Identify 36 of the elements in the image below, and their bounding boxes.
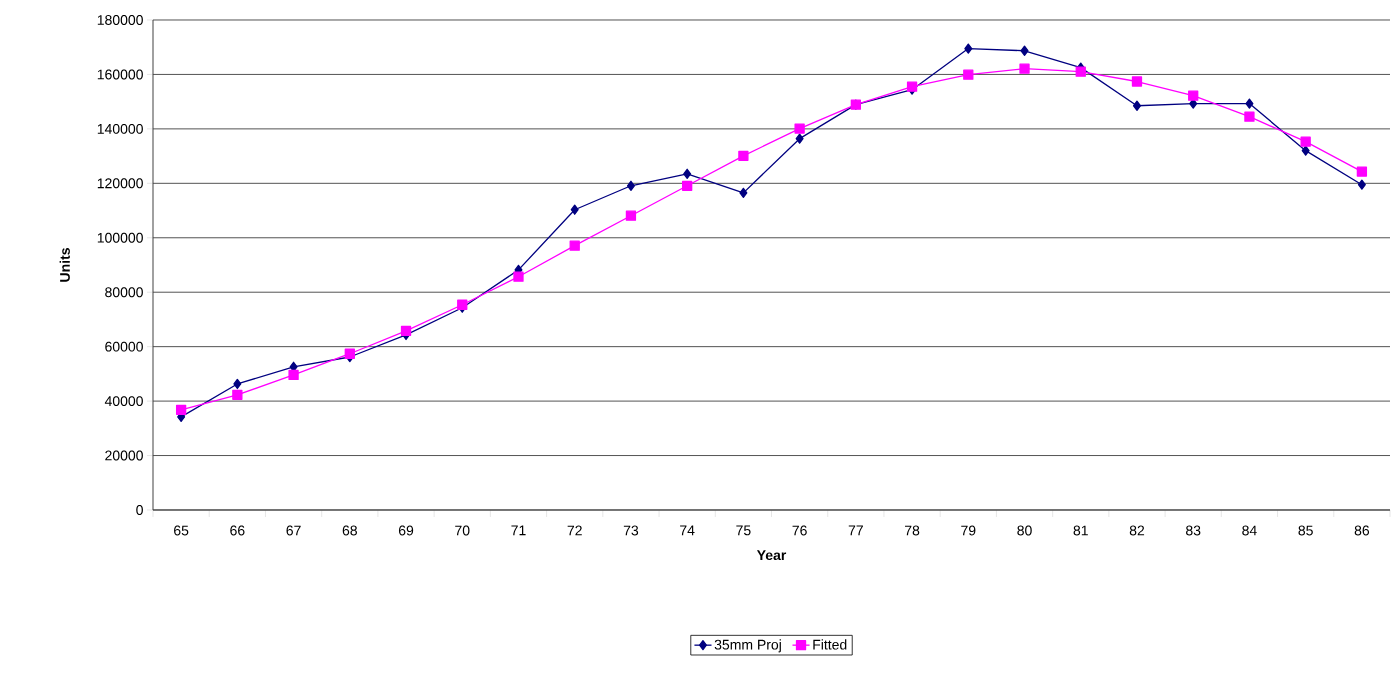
x-tick-label: 73 xyxy=(623,525,639,536)
legend-label: Fitted xyxy=(813,639,847,650)
x-tick-label: 70 xyxy=(455,525,470,536)
x-tick-label: 67 xyxy=(286,525,301,536)
x-tick-label: 85 xyxy=(1298,525,1313,536)
legend-label: 35mm Proj xyxy=(714,639,781,653)
x-tick-label: 84 xyxy=(1242,525,1257,536)
x-tick-label: 72 xyxy=(567,525,582,536)
x-tick-label: 65 xyxy=(174,525,189,536)
y-tick-label: 60000 xyxy=(105,341,143,352)
x-tick-label: 83 xyxy=(1186,525,1201,536)
x-tick-label: 77 xyxy=(848,525,863,536)
x-tick-label: 68 xyxy=(342,525,357,536)
x-tick-label: 71 xyxy=(511,525,526,536)
x-axis-title: Year xyxy=(756,550,787,561)
y-tick-label: 0 xyxy=(136,505,143,515)
x-tick-label: 79 xyxy=(961,525,976,536)
y-tick-label: 20000 xyxy=(105,450,143,461)
x-tick-label: 66 xyxy=(230,525,245,536)
x-tick-label: 75 xyxy=(736,525,751,536)
x-tick-label: 78 xyxy=(905,525,920,536)
y-tick-label: 100000 xyxy=(97,232,143,243)
y-tick-label: 80000 xyxy=(105,287,143,298)
x-tick-label: 76 xyxy=(792,525,807,536)
y-tick-label: 40000 xyxy=(104,396,143,407)
x-tick-label: 82 xyxy=(1129,525,1145,536)
x-tick-label: 86 xyxy=(1354,525,1370,536)
y-tick-label: 160000 xyxy=(97,69,143,80)
x-tick-label: 74 xyxy=(680,525,695,536)
y-tick-label: 120000 xyxy=(97,178,143,189)
x-tick-label: 80 xyxy=(1017,525,1032,536)
x-tick-label: 69 xyxy=(398,525,414,536)
y-axis-title: Units xyxy=(59,248,70,282)
y-tick-label: 180000 xyxy=(97,15,143,25)
y-tick-label: 140000 xyxy=(97,123,143,134)
x-tick-label: 81 xyxy=(1073,525,1088,536)
